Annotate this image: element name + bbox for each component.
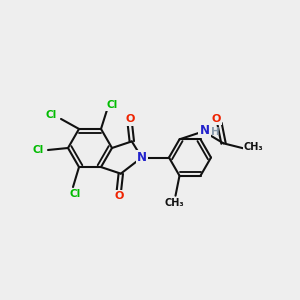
Text: Cl: Cl [106, 100, 118, 110]
Text: Cl: Cl [45, 110, 57, 120]
Text: N: N [137, 151, 147, 164]
Text: O: O [114, 191, 124, 201]
Text: O: O [212, 114, 221, 124]
Text: O: O [125, 114, 134, 124]
Text: Cl: Cl [69, 189, 81, 199]
Text: H: H [212, 127, 220, 137]
Text: CH₃: CH₃ [165, 198, 184, 208]
Text: N: N [200, 124, 209, 137]
Text: Cl: Cl [32, 145, 44, 155]
Text: CH₃: CH₃ [244, 142, 263, 152]
